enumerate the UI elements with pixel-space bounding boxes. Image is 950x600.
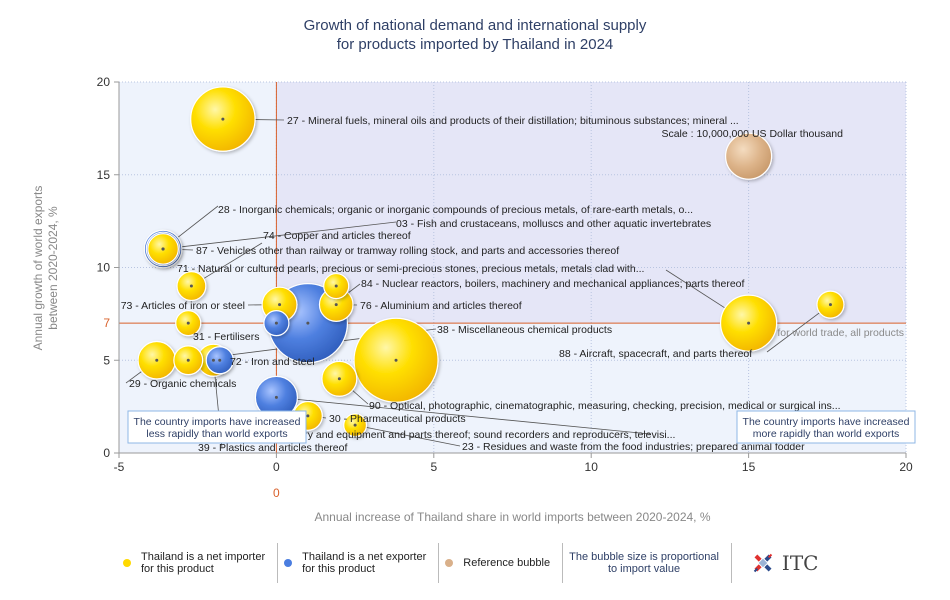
bubble-label: 73 - Articles of iron or steel	[121, 300, 245, 312]
bubble-label: 27 - Mineral fuels, mineral oils and pro…	[287, 115, 739, 127]
x-tick-label: 5	[430, 460, 437, 474]
bubble-center-dot	[189, 284, 193, 288]
legend-size-note: The bubble size is proportional to import…	[563, 543, 732, 583]
bubble-centers	[155, 117, 832, 427]
bubble-label: 23 - Residues and waste from the food in…	[462, 441, 805, 453]
chart-title-line-1: Growth of national demand and internatio…	[303, 17, 647, 34]
bubble-label: 74 - Copper and articles thereof	[263, 230, 411, 242]
itc-logo-icon	[753, 553, 773, 573]
legend-label-exporter: Thailand is a net exporter for this produ…	[302, 551, 427, 575]
x-tick-label: 20	[899, 460, 913, 474]
bubble-center-dot	[334, 284, 338, 288]
bubble-center-dot	[274, 395, 278, 399]
quadrant-note-lower-left-box	[127, 410, 307, 444]
bubble-label: 31 - Fertilisers	[193, 331, 260, 343]
bubble-center-dot	[278, 303, 282, 307]
x-axis-title: Annual increase of Thailand share in wor…	[314, 510, 710, 524]
bubble-center-dot	[274, 321, 278, 325]
reference-x-tick-label: 0	[273, 486, 280, 500]
bubble-center-dot	[828, 303, 832, 307]
bubble-center-dot	[747, 321, 751, 325]
bubble-label: 84 - Nuclear reactors, boilers, machiner…	[361, 278, 745, 290]
legend-item-importer: Thailand is a net importer for this produ…	[117, 543, 279, 583]
bubble-center-dot	[353, 423, 357, 427]
bubble-center-dot	[186, 321, 190, 325]
y-tick-label: 20	[97, 75, 111, 89]
exporter-dot-icon	[284, 559, 293, 567]
scale-label: Scale : 10,000,000 US Dollar thousand	[661, 128, 843, 140]
itc-logo-text: ITC	[781, 551, 819, 575]
bubble-label: 90 - Optical, photographic, cinematograp…	[369, 400, 841, 412]
legend: Thailand is a net importer for this produ…	[117, 543, 830, 583]
legend-label-importer: Thailand is a net importer for this produ…	[141, 551, 266, 575]
bubble-label: 28 - Inorganic chemicals; organic or ino…	[218, 204, 693, 216]
reference-y-tick-label: 7	[103, 316, 110, 330]
y-tick-label: 0	[103, 446, 110, 460]
bubble-center-dot	[155, 358, 159, 362]
legend-item-exporter: Thailand is a net exporter for this produ…	[278, 543, 440, 583]
bubble-label: 71 - Natural or cultured pearls, preciou…	[177, 263, 644, 275]
chart-title: Growth of national demand and internatio…	[0, 16, 950, 54]
quadrant-note-lower-left-text: less rapidly than world exports	[146, 428, 287, 440]
bubble-label: 76 - Aluminium and articles thereof	[360, 300, 522, 312]
bubble-label: 87 - Vehicles other than railway or tram…	[196, 245, 619, 257]
axes: 0 5 10 15 20 -5 0 5 10 15 20 7 0 Annual increase of T…	[31, 75, 913, 524]
bubble-center-dot	[394, 358, 398, 362]
y-axis-title: Annual growth of world exportsbetween 20…	[31, 186, 60, 351]
y-axis-title-line: between 2020-2024, %	[46, 206, 60, 330]
bubble-center-dot	[306, 321, 310, 325]
bubble-center-dot	[161, 247, 165, 251]
bubble-labels: 27 - Mineral fuels, mineral oils and pro…	[121, 115, 904, 454]
reference-dot-icon	[445, 559, 454, 567]
bubble-center-dot	[334, 303, 338, 307]
world-trade-label: for world trade, all products	[777, 327, 904, 339]
legend-item-reference: Reference bubble	[439, 543, 564, 583]
bubble-center-dot	[218, 358, 222, 362]
importer-dot-icon	[123, 559, 131, 567]
bubble-label: 88 - Aircraft, spacecraft, and parts the…	[559, 348, 752, 360]
label-leader-line	[276, 396, 651, 435]
bubble-label: 38 - Miscellaneous chemical products	[437, 324, 612, 336]
y-tick-label: 10	[97, 261, 111, 275]
x-tick-label: 0	[273, 460, 280, 474]
bubble-reference	[724, 132, 773, 180]
label-leader-line	[163, 221, 397, 250]
y-axis-title-line: Annual growth of world exports	[31, 186, 45, 351]
bubble-label: 29 - Organic chemicals	[129, 378, 236, 390]
x-tick-label: -5	[114, 460, 125, 474]
bubble-center-dot	[186, 358, 190, 362]
bubble-center-dot	[337, 377, 341, 381]
quadrant-note-lower-right-text: The country imports have increased	[743, 416, 910, 428]
chart-title-line-2: for products imported by Thailand in 202…	[336, 36, 614, 53]
bubble-center-dot	[306, 414, 310, 418]
quadrant-note-lower-right-box	[736, 410, 916, 444]
y-tick-label: 15	[97, 168, 111, 182]
x-tick-label: 15	[742, 460, 756, 474]
bubble-plot: 27 - Mineral fuels, mineral oils and pro…	[31, 75, 916, 524]
bubble-label: 85 - Electrical machinery and equipment …	[198, 429, 675, 441]
bubble-label: 39 - Plastics and articles thereof	[198, 442, 347, 454]
label-leader-line	[355, 424, 461, 447]
legend-label-reference: Reference bubble	[463, 557, 551, 569]
bubble-center-dot	[221, 117, 225, 121]
itc-logo: ITC	[732, 543, 831, 583]
quadrant-note-lower-left-text: The country imports have increased	[134, 416, 301, 428]
bubble-label: 03 - Fish and crustaceans, molluscs and …	[396, 218, 711, 230]
y-tick-label: 5	[103, 353, 110, 367]
bubble-label: 72 - Iron and steel	[230, 356, 315, 368]
bubble-center-dot	[211, 358, 215, 362]
bubble-label: 30 - Pharmaceutical products	[329, 413, 466, 425]
quadrant-note-lower-right-text: more rapidly than world exports	[753, 428, 899, 440]
x-tick-label: 10	[585, 460, 599, 474]
